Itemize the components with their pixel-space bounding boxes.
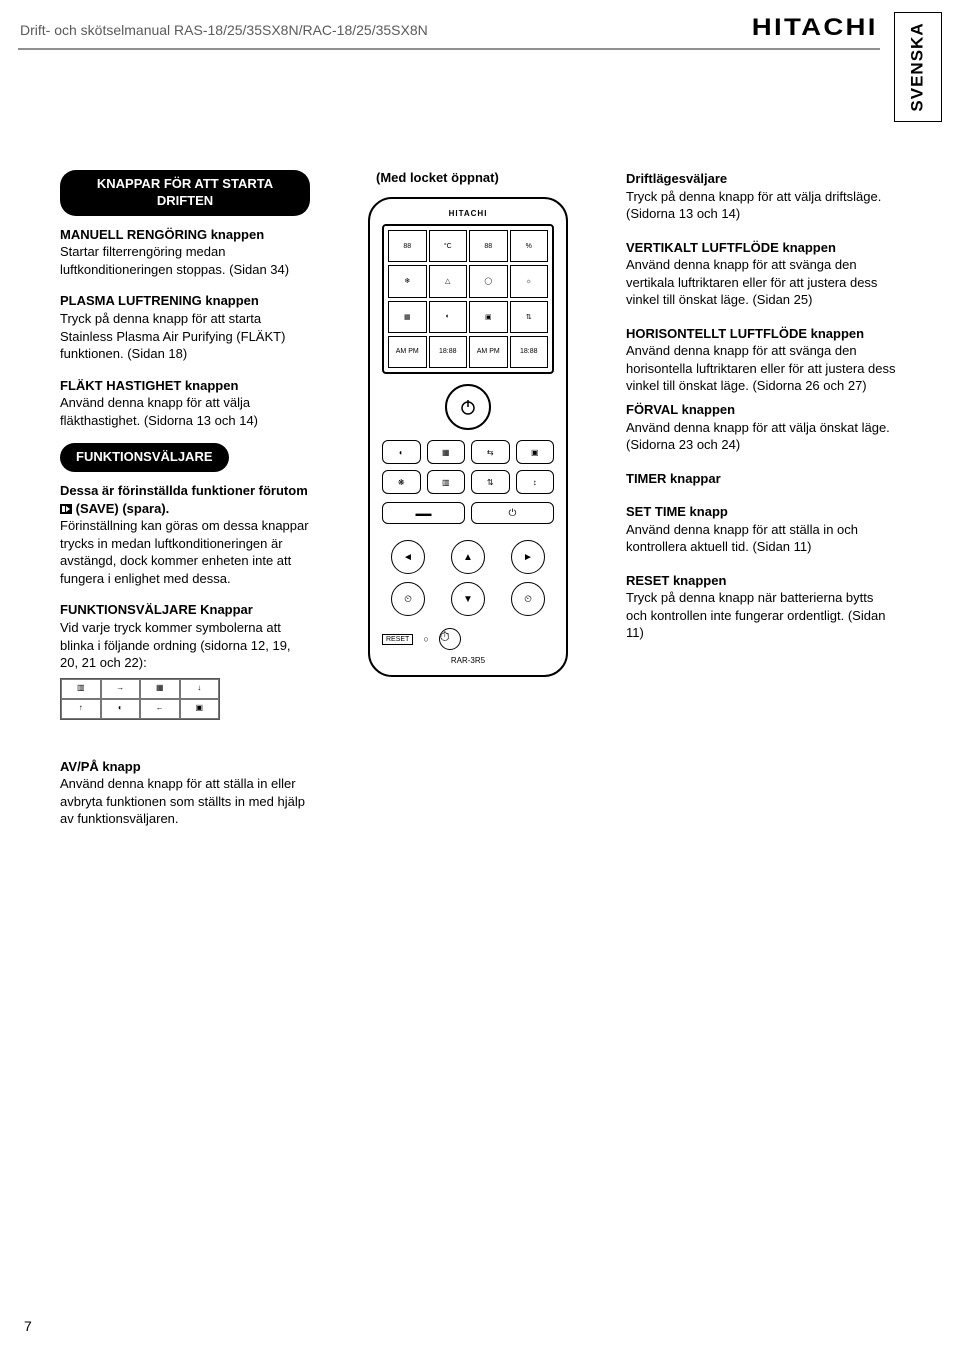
vertical-airflow-title: VERTIKALT LUFTFLÖDE knappen	[626, 240, 836, 255]
plasma-title: PLASMA LUFTRENING knappen	[60, 293, 259, 308]
onoff-title: AV/PÅ knapp	[60, 759, 141, 774]
plasma-body: Tryck på denna knapp för att starta Stai…	[60, 311, 285, 361]
vertical-airflow-body: Använd denna knapp för att svänga den ve…	[626, 257, 877, 307]
remote-arrow-pad: ◄▲► ⏲▼⏲	[382, 540, 554, 616]
block-fan-speed: FLÄKT HASTIGHET knappen Använd denna kna…	[60, 377, 310, 430]
forval-title: FÖRVAL knappen	[626, 402, 735, 417]
manual-cleaning-body: Startar filterrengöring medan luftkondit…	[60, 244, 289, 277]
block-onoff: AV/PÅ knapp Använd denna knapp för att s…	[60, 758, 310, 828]
remote-screen: 88°C88% ❄△◯☼ ▦◐▣⇅ AM PM18:88AM PM18:88	[382, 224, 554, 374]
horizontal-airflow-body: Använd denna knapp för att svänga den ho…	[626, 343, 896, 393]
reset-title: RESET knappen	[626, 573, 726, 588]
function-sequence-diagram: ▥→▦↓ ↑◐←▣	[60, 678, 220, 720]
power-icon	[459, 398, 477, 416]
clock-button-icon: ⏱	[439, 628, 461, 650]
block-vertical-airflow: VERTIKALT LUFTFLÖDE knappen Använd denna…	[626, 239, 896, 309]
center-column: (Med locket öppnat) HITACHI 88°C88% ❄△◯☼…	[328, 170, 608, 842]
block-reset: RESET knappen Tryck på denna knapp när b…	[626, 572, 896, 642]
right-column: Driftlägesväljare Tryck på denna knapp f…	[626, 170, 896, 842]
block-plasma: PLASMA LUFTRENING knappen Tryck på denna…	[60, 292, 310, 362]
horizontal-airflow-title: HORISONTELLT LUFTFLÖDE knappen	[626, 326, 864, 341]
set-time-title: SET TIME knapp	[626, 504, 728, 519]
block-function-selector-buttons: FUNKTIONSVÄLJARE Knappar Vid varje tryck…	[60, 601, 310, 719]
remote-button-grid: ◐▦⇆▣ ❋▥⇅↕	[382, 440, 554, 494]
set-time-body: Använd denna knapp för att ställa in och…	[626, 522, 858, 555]
save-icon	[60, 504, 72, 514]
remote-brand: HITACHI	[382, 209, 554, 218]
remote-reset-row: RESET ○ ⏱	[382, 628, 554, 650]
reset-body: Tryck på denna knapp när batterierna byt…	[626, 590, 885, 640]
language-label: SVENSKA	[908, 22, 928, 111]
fan-speed-title: FLÄKT HASTIGHET knappen	[60, 378, 238, 393]
block-forval: FÖRVAL knappen Använd denna knapp för at…	[626, 401, 896, 454]
block-timer: TIMER knappar	[626, 470, 896, 488]
funcsel-title: FUNKTIONSVÄLJARE Knappar	[60, 602, 253, 617]
mode-selector-title: Driftlägesväljare	[626, 171, 727, 186]
block-manual-cleaning: MANUELL RENGÖRING knappen Startar filter…	[60, 226, 310, 279]
block-preset: Dessa är förinställda funktioner förutom…	[60, 482, 310, 587]
funcsel-body: Vid varje tryck kommer symbolerna att bl…	[60, 620, 291, 670]
power-button-icon	[445, 384, 491, 430]
remote-control-illustration: HITACHI 88°C88% ❄△◯☼ ▦◐▣⇅ AM PM18:88AM P…	[368, 197, 568, 677]
reset-label: RESET	[382, 634, 413, 645]
preset-body: Förinställning kan göras om dessa knappa…	[60, 518, 309, 586]
remote-model: RAR-3R5	[382, 656, 554, 665]
block-set-time: SET TIME knapp Använd denna knapp för at…	[626, 503, 896, 556]
preset-title: Dessa är förinställda funktioner förutom…	[60, 483, 308, 516]
mode-selector-body: Tryck på denna knapp för att välja drift…	[626, 189, 881, 222]
timer-title: TIMER knappar	[626, 471, 721, 486]
header-divider	[18, 48, 880, 50]
brand-logo: HITACHI	[752, 14, 878, 42]
page-number: 7	[24, 1318, 32, 1334]
content-grid: KNAPPAR FÖR ATT STARTA DRIFTEN MANUELL R…	[60, 170, 900, 842]
lid-open-label: (Med locket öppnat)	[328, 170, 608, 185]
pill-start-buttons: KNAPPAR FÖR ATT STARTA DRIFTEN	[60, 170, 310, 216]
pill-function-selector: FUNKTIONSVÄLJARE	[60, 443, 229, 472]
language-tab: SVENSKA	[894, 12, 942, 122]
fan-speed-body: Använd denna knapp för att välja fläktha…	[60, 395, 258, 428]
block-horizontal-airflow: HORISONTELLT LUFTFLÖDE knappen Använd de…	[626, 325, 896, 395]
forval-body: Använd denna knapp för att välja önskat …	[626, 420, 890, 453]
doc-title: Drift- och skötselmanual RAS-18/25/35SX8…	[20, 22, 428, 38]
onoff-body: Använd denna knapp för att ställa in ell…	[60, 776, 305, 826]
block-mode-selector: Driftlägesväljare Tryck på denna knapp f…	[626, 170, 896, 223]
manual-cleaning-title: MANUELL RENGÖRING knappen	[60, 227, 264, 242]
left-column: KNAPPAR FÖR ATT STARTA DRIFTEN MANUELL R…	[60, 170, 310, 842]
